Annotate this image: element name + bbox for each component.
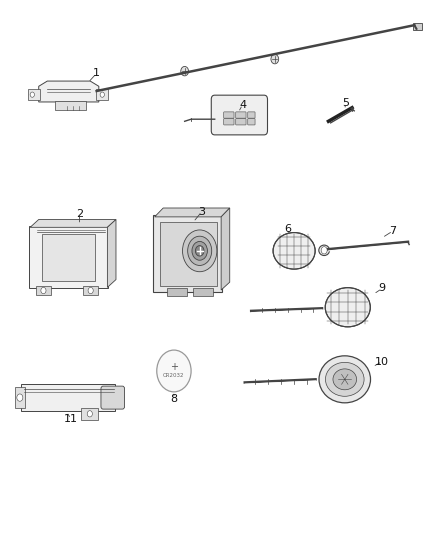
Circle shape <box>181 67 188 76</box>
FancyBboxPatch shape <box>413 22 422 30</box>
FancyBboxPatch shape <box>160 222 217 286</box>
FancyBboxPatch shape <box>211 95 268 135</box>
Polygon shape <box>107 220 116 287</box>
FancyBboxPatch shape <box>193 288 213 296</box>
Text: 9: 9 <box>378 284 386 294</box>
FancyBboxPatch shape <box>248 119 255 125</box>
Ellipse shape <box>273 232 315 269</box>
Text: 5: 5 <box>342 98 349 108</box>
FancyBboxPatch shape <box>81 408 99 419</box>
FancyBboxPatch shape <box>101 386 124 409</box>
Polygon shape <box>39 81 99 102</box>
FancyBboxPatch shape <box>29 227 108 288</box>
Text: 7: 7 <box>389 226 396 236</box>
Ellipse shape <box>325 288 370 327</box>
Circle shape <box>183 230 217 272</box>
Ellipse shape <box>319 245 329 255</box>
FancyBboxPatch shape <box>96 90 108 100</box>
FancyBboxPatch shape <box>15 387 25 408</box>
FancyBboxPatch shape <box>236 119 246 125</box>
Ellipse shape <box>319 356 371 403</box>
Polygon shape <box>155 208 230 217</box>
FancyBboxPatch shape <box>56 101 86 110</box>
Circle shape <box>321 247 327 254</box>
FancyBboxPatch shape <box>153 215 223 292</box>
Text: 8: 8 <box>170 394 177 403</box>
Circle shape <box>271 54 279 64</box>
Circle shape <box>88 287 93 294</box>
Circle shape <box>100 92 104 97</box>
FancyBboxPatch shape <box>167 288 187 296</box>
Circle shape <box>157 350 191 392</box>
FancyBboxPatch shape <box>42 234 95 280</box>
FancyBboxPatch shape <box>28 90 40 100</box>
FancyBboxPatch shape <box>83 286 98 295</box>
FancyBboxPatch shape <box>248 112 255 118</box>
Circle shape <box>195 246 204 256</box>
Circle shape <box>41 287 46 294</box>
FancyBboxPatch shape <box>236 112 246 118</box>
Text: 11: 11 <box>64 414 78 424</box>
FancyBboxPatch shape <box>224 119 234 125</box>
Circle shape <box>17 394 23 401</box>
Text: 1: 1 <box>93 68 100 78</box>
Polygon shape <box>30 220 116 228</box>
FancyBboxPatch shape <box>224 112 234 118</box>
Text: CR2032: CR2032 <box>163 373 185 378</box>
Text: 6: 6 <box>284 224 291 234</box>
Circle shape <box>192 241 208 260</box>
Ellipse shape <box>333 369 357 390</box>
Circle shape <box>87 410 92 417</box>
Polygon shape <box>221 208 230 290</box>
Text: +: + <box>170 362 178 372</box>
Text: 2: 2 <box>76 209 83 219</box>
Text: 4: 4 <box>239 100 246 110</box>
FancyBboxPatch shape <box>36 286 51 295</box>
FancyBboxPatch shape <box>21 384 115 411</box>
Text: 10: 10 <box>375 357 389 367</box>
Text: 3: 3 <box>198 207 205 216</box>
Circle shape <box>30 92 35 97</box>
Ellipse shape <box>325 362 364 397</box>
Circle shape <box>187 236 212 265</box>
